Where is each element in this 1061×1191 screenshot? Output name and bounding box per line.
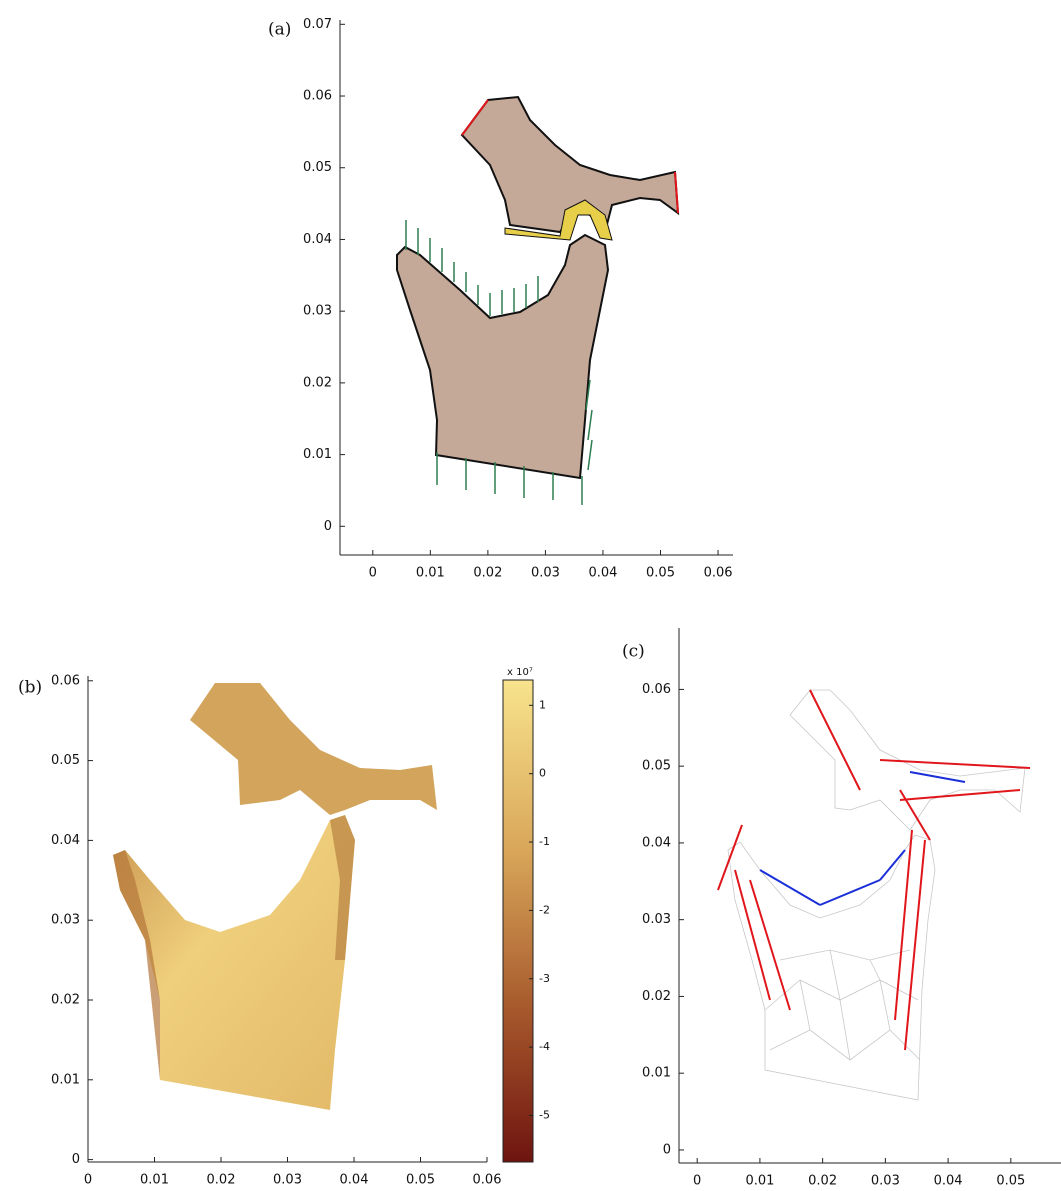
panel-label: (c) [622, 642, 645, 662]
panel-label: (a) [268, 20, 291, 40]
y-tick-label: 0.05 [642, 759, 671, 774]
y-tick-label: 0 [72, 1152, 80, 1167]
x-tick-label: 0.05 [406, 1173, 435, 1188]
y-tick-label: 0.01 [642, 1066, 671, 1081]
geometry-a [397, 97, 678, 505]
x-tick-label: 0.02 [207, 1173, 236, 1188]
x-tick-label: 0.01 [745, 1174, 774, 1189]
x-tick-label: 0.01 [140, 1173, 169, 1188]
colorbar-tick-label: -5 [539, 1109, 550, 1122]
y-tick-label: 0.02 [642, 989, 671, 1004]
mesh-c [718, 690, 1030, 1100]
x-tick-label: 0 [369, 566, 377, 581]
y-tick-label: 0 [324, 519, 332, 534]
y-tick-label: 0.06 [51, 673, 80, 688]
colorbar-tick-label: 1 [539, 698, 546, 711]
y-tick-label: 0.05 [303, 160, 332, 175]
colorbar-label: x 10⁷ [507, 667, 533, 678]
x-tick-label: 0.06 [473, 1173, 502, 1188]
page: {"chart_data": [ {"type": "geometry", "l… [0, 0, 1061, 1191]
x-tick-label: 0.02 [808, 1174, 837, 1189]
stress-lines [718, 690, 1030, 1050]
x-tick-label: 0.06 [704, 566, 733, 581]
x-tick-label: 0.01 [416, 566, 445, 581]
y-tick-label: 0.05 [51, 753, 80, 768]
y-tick-label: 0.03 [642, 912, 671, 927]
x-tick-label: 0.04 [934, 1174, 963, 1189]
y-tick-label: 0.06 [642, 682, 671, 697]
y-tick-label: 0.01 [51, 1072, 80, 1087]
contour-b [113, 680, 533, 1162]
y-tick-label: 0.03 [303, 304, 332, 319]
y-tick-label: 0.04 [303, 232, 332, 247]
colorbar [503, 680, 533, 1162]
x-tick-label: 0.05 [996, 1174, 1025, 1189]
colorbar-tick-label: 0 [539, 767, 546, 780]
y-tick-label: 0.03 [51, 913, 80, 928]
panel-label: (b) [18, 678, 42, 698]
colorbar-tick-label: -2 [539, 903, 550, 916]
colorbar-tick-label: -1 [539, 835, 550, 848]
y-tick-label: 0.01 [303, 447, 332, 462]
y-tick-label: 0.04 [642, 835, 671, 850]
x-tick-label: 0.03 [871, 1174, 900, 1189]
x-tick-label: 0.05 [646, 566, 675, 581]
y-tick-label: 0.02 [51, 993, 80, 1008]
colorbar-tick-label: -3 [539, 972, 550, 985]
x-tick-label: 0.03 [273, 1173, 302, 1188]
x-tick-label: 0 [693, 1174, 701, 1189]
x-tick-label: 0.03 [531, 566, 560, 581]
y-tick-label: 0.02 [303, 375, 332, 390]
y-tick-label: 0 [663, 1142, 671, 1157]
y-tick-label: 0.07 [303, 17, 332, 32]
x-tick-label: 0.02 [473, 566, 502, 581]
x-tick-label: 0.04 [340, 1173, 369, 1188]
figure: (a) 0 0.01 0.02 0.03 0.04 0.05 0.06 0 0.01 0.02 0.0… [0, 0, 1061, 1191]
y-tick-label: 0.04 [51, 833, 80, 848]
x-tick-label: 0 [84, 1173, 92, 1188]
y-tick-label: 0.06 [303, 89, 332, 104]
x-tick-label: 0.04 [588, 566, 617, 581]
colorbar-tick-label: -4 [539, 1040, 550, 1053]
